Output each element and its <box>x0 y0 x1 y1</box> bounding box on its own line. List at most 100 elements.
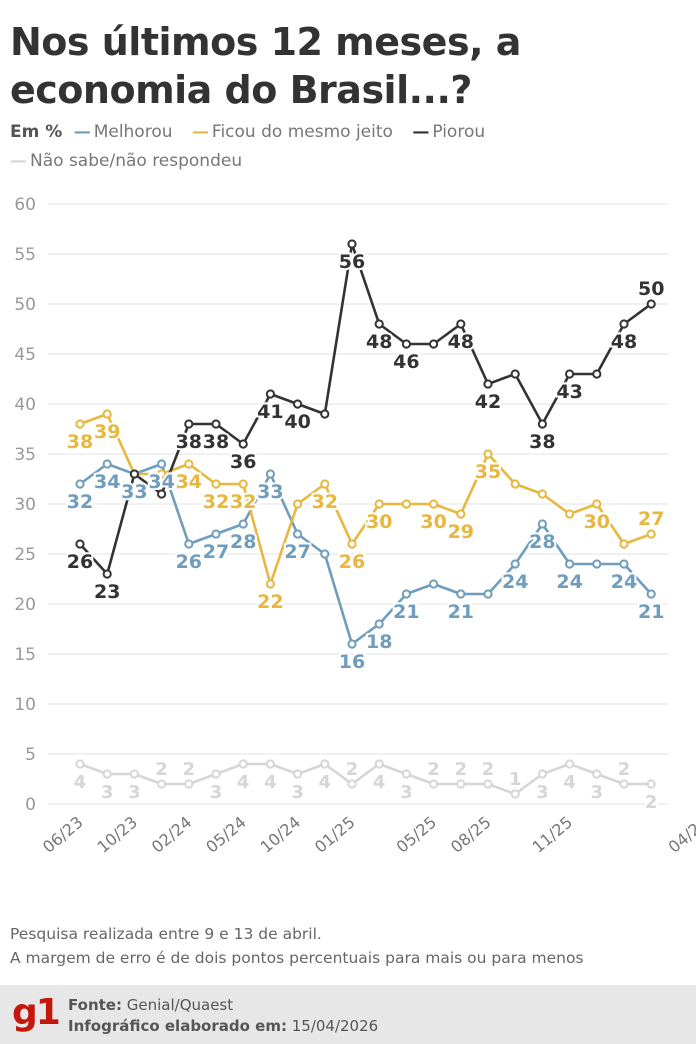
data-label: 21 <box>393 601 419 623</box>
data-label: 21 <box>448 601 474 623</box>
data-label: 46 <box>393 351 419 373</box>
data-point <box>320 479 330 489</box>
data-point <box>592 499 602 509</box>
series-line <box>79 242 652 576</box>
line-chart: 0 5 10 15 20 25 30 35 40 45 50 55 60 06/23 10/23 02/24… <box>14 195 696 857</box>
data-label: 42 <box>475 391 501 413</box>
data-point <box>320 759 330 769</box>
data-point <box>265 389 275 399</box>
legend-item-ficou: — Ficou do mesmo jeito <box>192 122 393 142</box>
data-label: 3 <box>591 782 604 803</box>
g1-logo: g1 <box>12 992 61 1033</box>
x-tick-label: 04/26 <box>665 813 696 857</box>
data-point <box>184 779 194 789</box>
series-points <box>75 239 656 799</box>
data-label: 48 <box>611 331 637 353</box>
data-label: 28 <box>529 531 555 553</box>
legend-swatch-ficou: — <box>191 122 209 142</box>
data-point <box>646 779 656 789</box>
data-point <box>320 549 330 559</box>
data-point <box>102 409 112 419</box>
y-tick-label: 35 <box>14 445 36 465</box>
legend-label-piorou: Piorou <box>432 122 486 142</box>
data-point <box>401 339 411 349</box>
legend-item-nao-sabe: — Não sabe/não respondeu <box>10 151 242 171</box>
data-label: 22 <box>257 591 283 613</box>
data-label: 28 <box>230 531 256 553</box>
data-point <box>157 469 167 479</box>
data-label: 2 <box>346 759 359 780</box>
data-label: 26 <box>176 551 202 573</box>
data-label: 38 <box>203 431 229 453</box>
data-label: 3 <box>400 782 413 803</box>
data-label: 27 <box>203 541 229 563</box>
data-label: 32 <box>230 491 256 513</box>
data-label: 4 <box>74 772 87 793</box>
data-point <box>347 539 357 549</box>
data-point <box>619 319 629 329</box>
data-label: 35 <box>475 461 501 483</box>
data-point <box>211 769 221 779</box>
data-point <box>510 479 520 489</box>
grid-lines <box>48 203 668 805</box>
x-tick-label: 06/23 <box>39 813 87 857</box>
legend-label-nao-sabe: Não sabe/não respondeu <box>30 151 243 171</box>
data-point <box>510 559 520 569</box>
data-label: 3 <box>291 782 304 803</box>
data-point <box>592 559 602 569</box>
data-label: 48 <box>448 331 474 353</box>
x-tick-label: 02/24 <box>148 813 196 857</box>
data-label: 26 <box>339 551 365 573</box>
source-line: Fonte: Genial/Quaest <box>68 996 233 1014</box>
data-point <box>646 299 656 309</box>
data-label: 56 <box>339 251 365 273</box>
data-label: 34 <box>176 471 202 493</box>
data-point <box>75 539 85 549</box>
data-label: 2 <box>183 759 196 780</box>
data-label: 27 <box>638 508 664 530</box>
data-point <box>483 779 493 789</box>
data-label: 2 <box>482 759 495 780</box>
data-point <box>619 779 629 789</box>
data-label: 30 <box>420 511 446 533</box>
data-label: 27 <box>284 541 310 563</box>
data-label: 2 <box>455 759 468 780</box>
legend-item-piorou: — Piorou <box>412 122 485 142</box>
data-point <box>429 339 439 349</box>
data-point <box>238 519 248 529</box>
data-point <box>429 779 439 789</box>
data-point <box>211 529 221 539</box>
data-point <box>456 779 466 789</box>
made-label: Infográfico elaborado em: <box>68 1017 287 1035</box>
data-point <box>102 459 112 469</box>
chart-title-line-1: Nos últimos 12 meses, a <box>10 20 521 64</box>
series-line <box>79 412 652 586</box>
data-point <box>646 529 656 539</box>
data-label: 3 <box>101 782 114 803</box>
series-lines <box>79 242 653 796</box>
data-point <box>347 239 357 249</box>
data-label: 33 <box>121 481 147 503</box>
x-tick-label: 08/25 <box>447 813 495 857</box>
data-label: 39 <box>94 421 120 443</box>
data-point <box>293 769 303 779</box>
data-point <box>347 779 357 789</box>
data-point <box>293 529 303 539</box>
data-label: 2 <box>618 759 631 780</box>
data-point <box>483 379 493 389</box>
data-point <box>619 559 629 569</box>
data-label: 29 <box>448 521 474 543</box>
data-label: 30 <box>366 511 392 533</box>
data-point <box>592 769 602 779</box>
data-label: 2 <box>155 759 168 780</box>
data-point <box>238 759 248 769</box>
data-point <box>565 759 575 769</box>
data-label: 16 <box>339 651 365 673</box>
data-point <box>157 459 167 469</box>
data-label: 30 <box>584 511 610 533</box>
data-point <box>401 499 411 509</box>
data-label: 32 <box>312 491 338 513</box>
data-point <box>374 319 384 329</box>
data-point <box>238 439 248 449</box>
